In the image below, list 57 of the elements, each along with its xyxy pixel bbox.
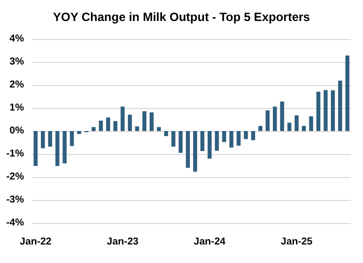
bar bbox=[34, 131, 38, 166]
bar bbox=[62, 131, 67, 164]
bar bbox=[48, 131, 52, 147]
bar bbox=[200, 131, 204, 152]
bar bbox=[316, 92, 320, 131]
y-tick-label: -1% bbox=[6, 148, 24, 160]
bar bbox=[258, 126, 262, 131]
bar bbox=[98, 120, 103, 131]
y-tick-label: 2% bbox=[10, 80, 24, 90]
bar bbox=[251, 131, 256, 140]
bar bbox=[294, 115, 299, 131]
y-tick-label: 3% bbox=[10, 56, 24, 68]
bar bbox=[150, 112, 154, 131]
bar bbox=[208, 131, 212, 159]
y-tick-label: -3% bbox=[6, 194, 24, 206]
bar bbox=[120, 106, 125, 131]
bar bbox=[272, 106, 277, 131]
bar bbox=[302, 126, 306, 131]
bar bbox=[338, 80, 342, 131]
bar bbox=[156, 127, 161, 131]
x-tick-label: Jan-24 bbox=[194, 236, 226, 248]
bar bbox=[244, 131, 248, 140]
bar bbox=[324, 90, 328, 131]
bar bbox=[40, 131, 45, 148]
bar bbox=[164, 131, 168, 136]
x-tick-label: Jan-23 bbox=[106, 236, 139, 248]
bar bbox=[287, 122, 292, 131]
x-tick-label: Jan-22 bbox=[20, 236, 52, 248]
y-tick-label: 4% bbox=[10, 34, 24, 44]
bar bbox=[92, 127, 96, 131]
bar bbox=[330, 90, 335, 131]
bar bbox=[77, 131, 82, 134]
bar bbox=[171, 131, 176, 147]
x-tick-label: Jan-25 bbox=[280, 236, 313, 248]
bar bbox=[229, 131, 234, 148]
chart-title: YOY Change in Milk Output - Top 5 Exporters bbox=[53, 10, 310, 24]
bar bbox=[280, 102, 284, 131]
bar bbox=[236, 131, 241, 146]
y-tick-label: -2% bbox=[6, 172, 24, 182]
bar bbox=[186, 131, 190, 168]
bar bbox=[178, 131, 183, 153]
bar bbox=[309, 116, 314, 131]
bar bbox=[345, 56, 350, 131]
bar bbox=[142, 111, 146, 131]
y-tick-label: -4% bbox=[6, 218, 24, 228]
bar bbox=[214, 131, 219, 151]
y-tick-label: 1% bbox=[10, 102, 24, 114]
bar bbox=[222, 131, 226, 142]
bar bbox=[128, 114, 132, 131]
bar bbox=[135, 126, 140, 131]
bar bbox=[193, 131, 198, 172]
bar bbox=[113, 121, 118, 131]
bar bbox=[70, 131, 74, 146]
bar bbox=[55, 131, 60, 166]
bar bbox=[266, 110, 270, 131]
bar bbox=[106, 117, 110, 131]
y-tick-label: 0% bbox=[10, 126, 24, 136]
